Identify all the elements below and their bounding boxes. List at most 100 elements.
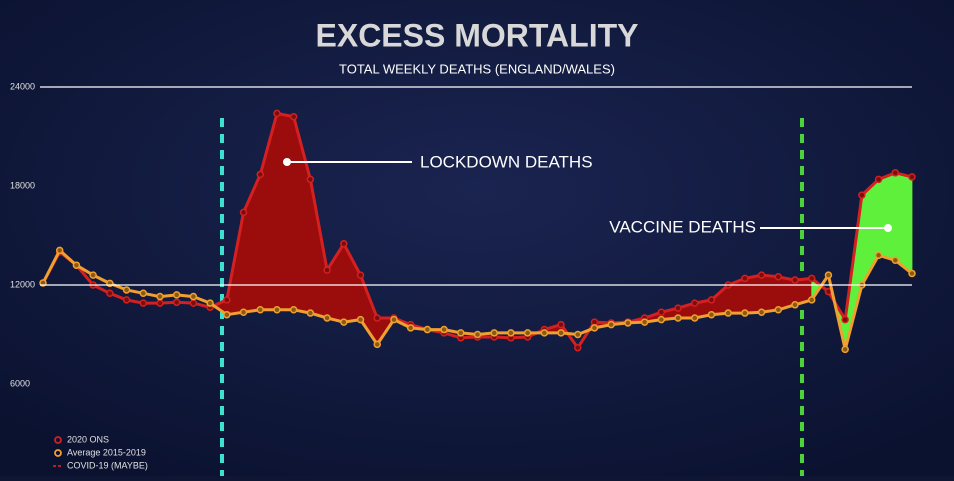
data-point bbox=[122, 296, 131, 304]
data-point bbox=[323, 314, 331, 322]
data-point bbox=[139, 289, 148, 297]
data-point bbox=[807, 274, 816, 283]
data-point bbox=[624, 319, 632, 327]
chart-subtitle: TOTAL WEEKLY DEATHS (ENGLAND/WALES) bbox=[339, 61, 615, 76]
y-tick-label: 18000 bbox=[10, 180, 35, 190]
data-point bbox=[691, 299, 699, 307]
legend-marker bbox=[54, 449, 62, 457]
excess-fill bbox=[878, 172, 896, 261]
legend-marker bbox=[54, 436, 62, 444]
data-point bbox=[172, 298, 181, 307]
data-point bbox=[406, 324, 415, 332]
data-point bbox=[640, 318, 649, 326]
data-point bbox=[841, 345, 849, 354]
data-point bbox=[340, 318, 348, 326]
data-point bbox=[590, 324, 599, 332]
data-point bbox=[473, 330, 482, 339]
data-point bbox=[657, 315, 666, 324]
y-tick-label: 6000 bbox=[10, 378, 30, 388]
data-point bbox=[741, 274, 749, 283]
data-point bbox=[373, 314, 381, 322]
data-point bbox=[574, 343, 582, 352]
data-point bbox=[356, 271, 365, 279]
data-point bbox=[223, 310, 231, 319]
annotation-dot bbox=[884, 224, 892, 232]
data-point bbox=[273, 306, 281, 314]
data-point bbox=[122, 286, 131, 294]
data-point bbox=[306, 309, 315, 317]
data-point bbox=[757, 308, 766, 316]
data-point bbox=[390, 315, 398, 324]
excess-fill bbox=[761, 274, 779, 313]
legend-label: Average 2015-2019 bbox=[67, 447, 146, 457]
data-point bbox=[557, 320, 565, 329]
data-point bbox=[423, 325, 432, 334]
data-point bbox=[139, 299, 148, 307]
data-point bbox=[557, 329, 565, 337]
data-point bbox=[691, 314, 699, 322]
data-point bbox=[741, 309, 749, 317]
data-point bbox=[457, 329, 465, 337]
data-point bbox=[908, 269, 916, 278]
data-point bbox=[206, 299, 214, 307]
data-point bbox=[791, 276, 799, 284]
data-point bbox=[874, 175, 883, 184]
y-tick-label: 24000 bbox=[10, 81, 35, 91]
annotation: LOCKDOWN DEATHS bbox=[420, 152, 593, 171]
data-point bbox=[223, 296, 231, 304]
data-point bbox=[172, 291, 181, 299]
data-point bbox=[340, 240, 348, 248]
legend-label: 2020 ONS bbox=[67, 434, 109, 444]
data-point bbox=[724, 309, 732, 317]
data-point bbox=[289, 112, 298, 121]
legend-label: COVID-19 (MAYBE) bbox=[67, 460, 148, 470]
data-point bbox=[674, 304, 682, 312]
data-point bbox=[306, 175, 315, 184]
data-point bbox=[189, 299, 198, 307]
data-point bbox=[523, 329, 532, 337]
excess-fill bbox=[276, 112, 295, 311]
data-point bbox=[507, 329, 515, 337]
data-point bbox=[289, 306, 298, 314]
data-point bbox=[774, 306, 783, 314]
data-point bbox=[156, 299, 164, 307]
data-point bbox=[256, 170, 264, 179]
data-point bbox=[156, 292, 164, 301]
data-point bbox=[55, 246, 64, 255]
annotation-dot bbox=[283, 158, 291, 166]
y-tick-label: 12000 bbox=[10, 279, 35, 289]
data-point bbox=[858, 191, 866, 199]
data-point bbox=[908, 173, 916, 181]
data-point bbox=[273, 109, 281, 118]
data-point bbox=[440, 325, 448, 334]
data-point bbox=[657, 308, 666, 316]
data-point bbox=[791, 301, 799, 309]
data-point bbox=[824, 271, 833, 279]
data-point bbox=[774, 273, 783, 281]
data-point bbox=[356, 315, 365, 324]
data-point bbox=[189, 292, 198, 301]
data-point bbox=[89, 271, 97, 279]
data-point bbox=[256, 306, 264, 314]
data-point bbox=[540, 329, 549, 337]
data-point bbox=[891, 256, 900, 264]
data-point bbox=[490, 329, 498, 337]
data-point bbox=[72, 261, 81, 269]
chart-title: EXCESS MORTALITY bbox=[316, 17, 639, 53]
data-point bbox=[707, 310, 716, 319]
data-point bbox=[757, 271, 766, 279]
annotation: VACCINE DEATHS bbox=[609, 217, 756, 236]
data-point bbox=[607, 320, 615, 329]
data-point bbox=[239, 308, 248, 316]
data-point bbox=[874, 251, 883, 260]
data-point bbox=[891, 169, 900, 177]
data-point bbox=[841, 315, 849, 324]
data-point bbox=[239, 208, 248, 217]
data-point bbox=[807, 296, 816, 304]
data-point bbox=[674, 314, 682, 322]
data-point bbox=[574, 330, 582, 339]
data-point bbox=[323, 266, 331, 274]
